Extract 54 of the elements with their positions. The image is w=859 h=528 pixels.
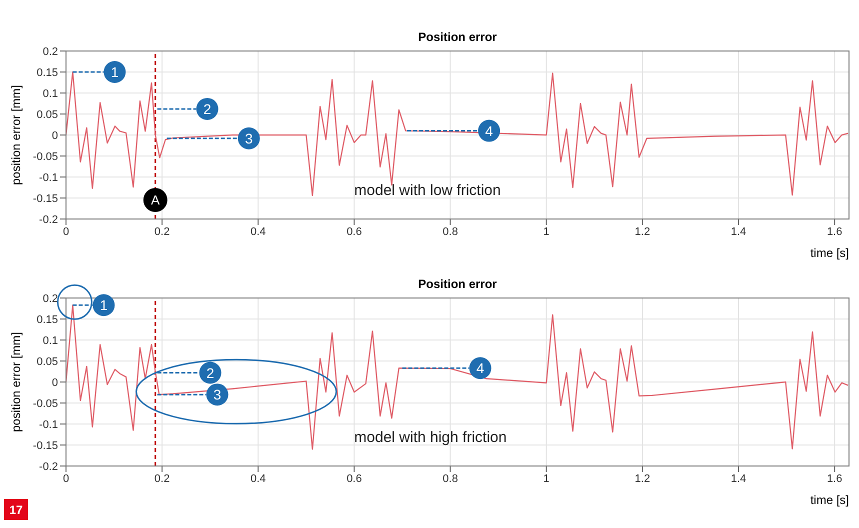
y-tick-label: 0.05	[36, 108, 58, 121]
y-tick-label: 0.1	[42, 334, 58, 347]
chart-title: Position error	[418, 277, 498, 291]
x-tick-label: 0.4	[250, 472, 266, 485]
annotation: 4	[485, 122, 494, 139]
y-tick-label: -0.05	[32, 398, 58, 410]
y-tick-label: -0.15	[32, 192, 58, 205]
x-tick-label: 1.2	[634, 226, 650, 238]
x-tick-label: 1	[543, 226, 550, 238]
x-tick-label: 1.6	[826, 472, 842, 485]
y-tick-label: 0.15	[36, 66, 58, 79]
y-tick-label: -0.2	[39, 214, 58, 226]
ref-line-label: A	[151, 192, 160, 208]
x-tick-label: 1	[543, 472, 550, 485]
x-tick-label: 0.6	[346, 226, 362, 238]
annotation: model with low friction	[354, 182, 501, 199]
y-axis-title: position error [mm]	[9, 84, 23, 186]
annotation: 3	[213, 386, 222, 403]
y-tick-label: -0.1	[39, 418, 58, 431]
x-tick-label: 0.8	[442, 472, 458, 485]
y-tick-label: -0.1	[39, 172, 58, 184]
x-tick-label: 0	[62, 226, 70, 238]
annotation: 3	[244, 130, 253, 146]
y-tick-label: -0.2	[39, 460, 58, 473]
y-tick-label: 0	[52, 376, 58, 389]
x-tick-label: 0.4	[250, 226, 266, 238]
y-tick-label: 0.05	[36, 356, 58, 368]
x-axis-title: time [s]	[810, 493, 849, 507]
x-tick-label: 1.4	[730, 226, 746, 238]
y-tick-label: 0.1	[42, 88, 58, 100]
y-tick-label: -0.15	[32, 440, 58, 452]
y-tick-label: 0.2	[42, 46, 58, 58]
chart-title: Position error	[418, 30, 498, 44]
x-tick-label: 0.2	[154, 472, 170, 485]
x-tick-label: 0.6	[346, 472, 362, 485]
x-tick-label: 1.2	[634, 472, 650, 485]
y-tick-label: 0	[52, 130, 58, 142]
annotation: 1	[100, 297, 108, 314]
x-tick-label: 0	[62, 472, 70, 485]
x-axis-title: time [s]	[810, 246, 849, 260]
x-tick-label: 0.2	[154, 226, 170, 238]
y-tick-label: 0.15	[36, 314, 58, 326]
x-tick-label: 1.6	[826, 226, 842, 238]
annotation: model with high friction	[354, 429, 507, 446]
annotation: 2	[206, 364, 214, 381]
y-axis-title: position error [mm]	[9, 332, 23, 432]
y-tick-label: -0.05	[32, 150, 58, 163]
annotation: 1	[110, 64, 119, 80]
annotation: 4	[476, 360, 484, 376]
annotation: 2	[203, 100, 212, 117]
x-tick-label: 1.4	[730, 472, 746, 485]
y-tick-label: 0.2	[42, 292, 58, 305]
text: 17	[9, 503, 23, 517]
x-tick-label: 0.8	[442, 226, 458, 238]
